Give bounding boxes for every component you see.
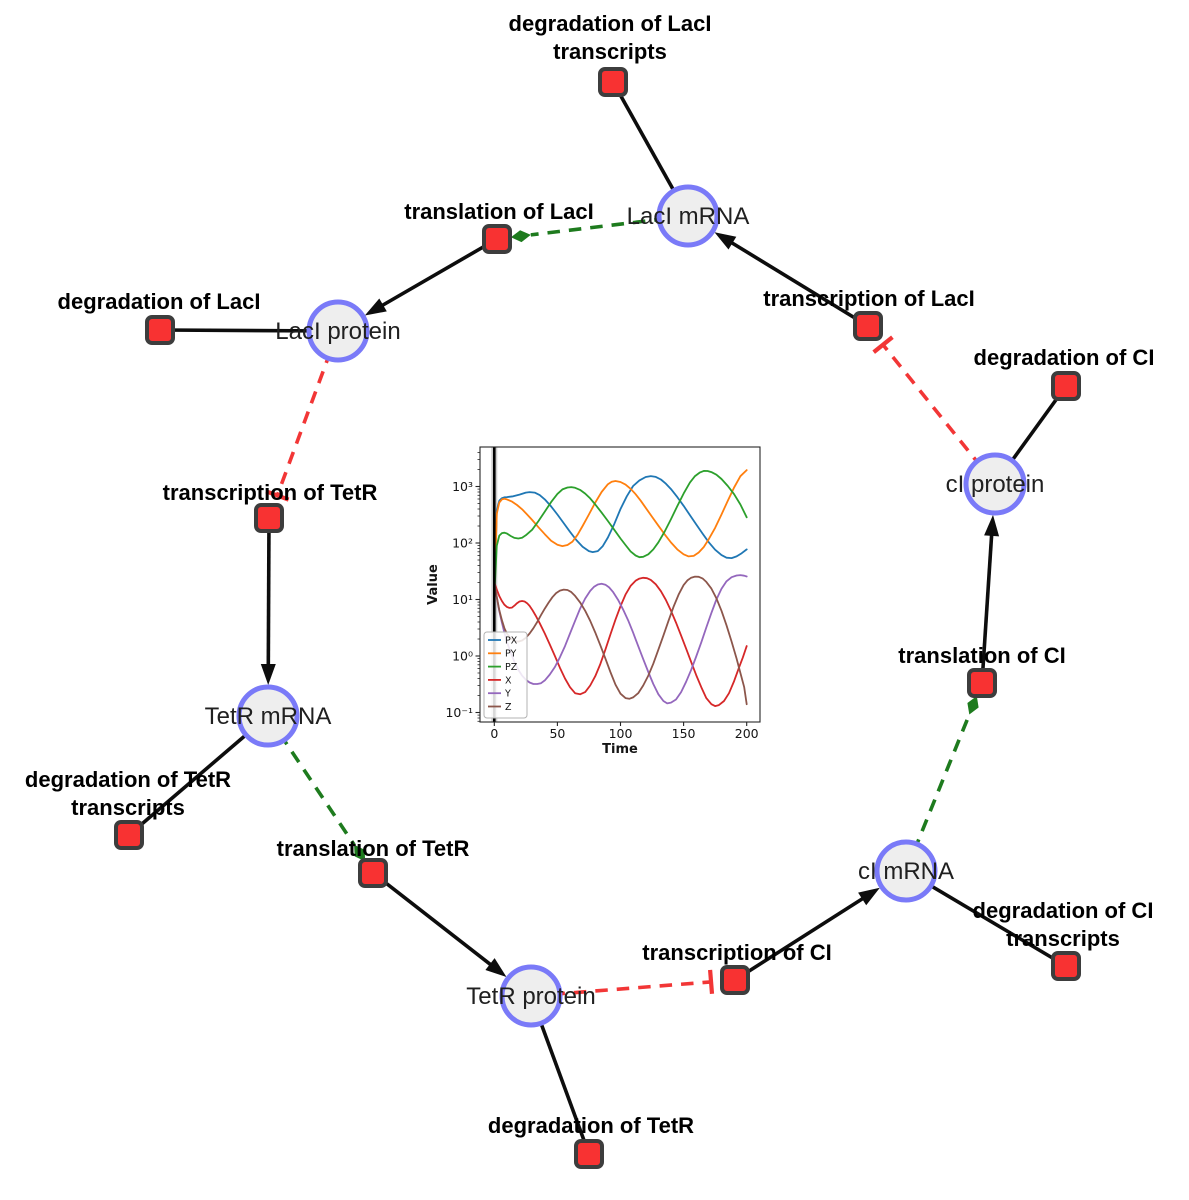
x-tick-label: 100	[609, 726, 633, 741]
species-node-tetR_mRNA	[236, 684, 300, 748]
edge-transcription_cI-cI_mRNA-arrowhead-icon	[858, 887, 880, 906]
reaction-label-deg_cI: degradation of CI	[974, 345, 1155, 370]
labels-layer: degradation of LacI transcripts translatio…	[25, 11, 1155, 1138]
reaction-label-transcription_lacI: transcription of LacI	[763, 286, 974, 311]
x-tick-label: 150	[672, 726, 696, 741]
reaction-node-transcription_lacI	[853, 311, 883, 341]
reaction-label-line: degradation of CI	[973, 898, 1154, 923]
edge-transcription_cI-cI_mRNA-product-line	[734, 896, 865, 982]
species-label-tetR_protein: TetR protein	[466, 983, 595, 1010]
legend-label-PZ: PZ	[505, 662, 518, 673]
edge-lacI_mRNA-translation_lacI-diamond-arrowhead-icon	[510, 230, 531, 243]
reaction-node-deg_cI	[1051, 371, 1081, 401]
reaction-label-line: degradation of TetR	[25, 767, 231, 792]
x-tick-label: 200	[735, 726, 759, 741]
reaction-node-translation_tetR	[358, 858, 388, 888]
edge-translation_cI-cI_protein-product-line	[980, 533, 994, 684]
edge-cI_protein-transcription_lacI-tbar-icon	[872, 335, 894, 354]
species-node-cI_mRNA	[874, 839, 938, 903]
reaction-node-deg_tetR	[574, 1139, 604, 1169]
reaction-label-translation_lacI: translation of LacI	[404, 199, 593, 224]
reaction-label-deg_cI_tx: degradation of CI transcripts	[973, 898, 1154, 951]
reaction-node-deg_lacI_tx	[598, 67, 628, 97]
reaction-label-translation_cI: translation of CI	[898, 643, 1065, 668]
x-axis-title: Time	[602, 742, 638, 757]
species-node-tetR_protein	[499, 964, 563, 1028]
reaction-label-line: transcription of CI	[642, 940, 831, 965]
reaction-node-deg_cI_tx	[1051, 951, 1081, 981]
reaction-label-line: transcripts	[1006, 926, 1120, 951]
edge-transcription_tetR-tetR_mRNA-arrowhead-icon	[260, 664, 276, 685]
legend-label-X: X	[505, 675, 512, 686]
series-line-PX	[493, 475, 748, 596]
legend-label-Z: Z	[505, 702, 512, 713]
edge-cI_mRNA-translation_cI-diamond-arrowhead-icon	[967, 696, 979, 715]
species-label-lacI_mRNA: LacI mRNA	[627, 203, 750, 230]
reaction-label-deg_tetR: degradation of TetR	[488, 1113, 694, 1138]
nodes-layer	[114, 67, 1081, 1169]
reaction-label-line: transcription of LacI	[763, 286, 974, 311]
reaction-label-line: translation of CI	[898, 643, 1065, 668]
edge-transcription_lacI-lacI_mRNA-product-line	[729, 240, 869, 328]
x-tick-label: 0	[490, 726, 498, 741]
edge-translation_cI-cI_protein-arrowhead-icon	[984, 514, 1000, 537]
reaction-label-translation_tetR: translation of TetR	[277, 836, 470, 861]
y-tick-label: 10⁰	[452, 649, 473, 664]
reaction-node-deg_tetR_tx	[114, 820, 144, 850]
series-line-PZ	[493, 470, 748, 596]
species-label-lacI_protein: LacI protein	[275, 318, 400, 345]
reaction-label-deg_lacI: degradation of LacI	[58, 289, 261, 314]
edge-transcription_lacI-lacI_mRNA-arrowhead-icon	[714, 232, 737, 250]
reaction-label-deg_lacI_tx: degradation of LacI transcripts	[509, 11, 712, 64]
species-node-cI_protein	[963, 452, 1027, 516]
reaction-node-transcription_tetR	[254, 503, 284, 533]
y-tick-label: 10¹	[452, 592, 473, 607]
edge-tetR_mRNA-translation_tetR-diamond-arrowhead-icon	[354, 844, 366, 862]
edge-tetR_protein-transcription_cI-tbar-icon	[708, 969, 715, 994]
y-tick-label: 10²	[452, 536, 473, 551]
reaction-label-line: translation of LacI	[404, 199, 593, 224]
edge-translation_lacI-lacI_protein-arrowhead-icon	[364, 298, 387, 316]
edge-translation_tetR-tetR_protein-arrowhead-icon	[485, 958, 507, 977]
y-axis-title: Value	[426, 564, 441, 605]
reaction-label-line: degradation of TetR	[488, 1113, 694, 1138]
reaction-label-line: transcripts	[553, 39, 667, 64]
species-label-cI_protein: cI protein	[946, 471, 1045, 498]
species-label-tetR_mRNA: TetR mRNA	[205, 703, 332, 730]
reaction-label-transcription_tetR: transcription of TetR	[163, 480, 378, 505]
reaction-label-line: degradation of LacI	[509, 11, 712, 36]
reaction-label-line: degradation of CI	[974, 345, 1155, 370]
reaction-node-translation_lacI	[482, 224, 512, 254]
edge-translation_tetR-tetR_protein-product-line	[371, 871, 493, 967]
legend-label-PY: PY	[505, 649, 517, 660]
species-node-lacI_protein	[306, 299, 370, 363]
reaction-node-deg_lacI	[145, 315, 175, 345]
reaction-node-translation_cI	[967, 668, 997, 698]
reaction-label-line: transcripts	[71, 795, 185, 820]
y-tick-label: 10⁻¹	[445, 705, 473, 720]
y-tick-label: 10³	[452, 479, 473, 494]
series-line-PY	[493, 469, 748, 596]
legend: PX PY PZ XYZ	[483, 631, 528, 719]
reaction-label-line: translation of TetR	[277, 836, 470, 861]
reaction-label-line: transcription of TetR	[163, 480, 378, 505]
edge-transcription_tetR-tetR_mRNA-product-line	[266, 517, 271, 667]
legend-label-Y: Y	[504, 689, 511, 700]
reaction-node-transcription_cI	[720, 965, 750, 995]
species-label-cI_mRNA: cI mRNA	[858, 858, 954, 885]
simulation-timecourse-inset: 0 50 100 150 20010⁻¹10⁰10¹10²10³TimeValuePXP…	[425, 433, 777, 768]
reaction-label-transcription_cI: transcription of CI	[642, 940, 831, 965]
reaction-label-line: degradation of LacI	[58, 289, 261, 314]
edge-lacI_protein-transcription_tetR-tbar-icon	[265, 489, 290, 502]
legend-label-PX: PX	[505, 635, 518, 646]
edge-translation_lacI-lacI_protein-product-line	[380, 237, 498, 308]
x-tick-label: 50	[549, 726, 565, 741]
species-node-lacI_mRNA	[656, 184, 720, 248]
series-line-X	[493, 576, 748, 707]
reaction-label-deg_tetR_tx: degradation of TetR transcripts	[25, 767, 231, 820]
